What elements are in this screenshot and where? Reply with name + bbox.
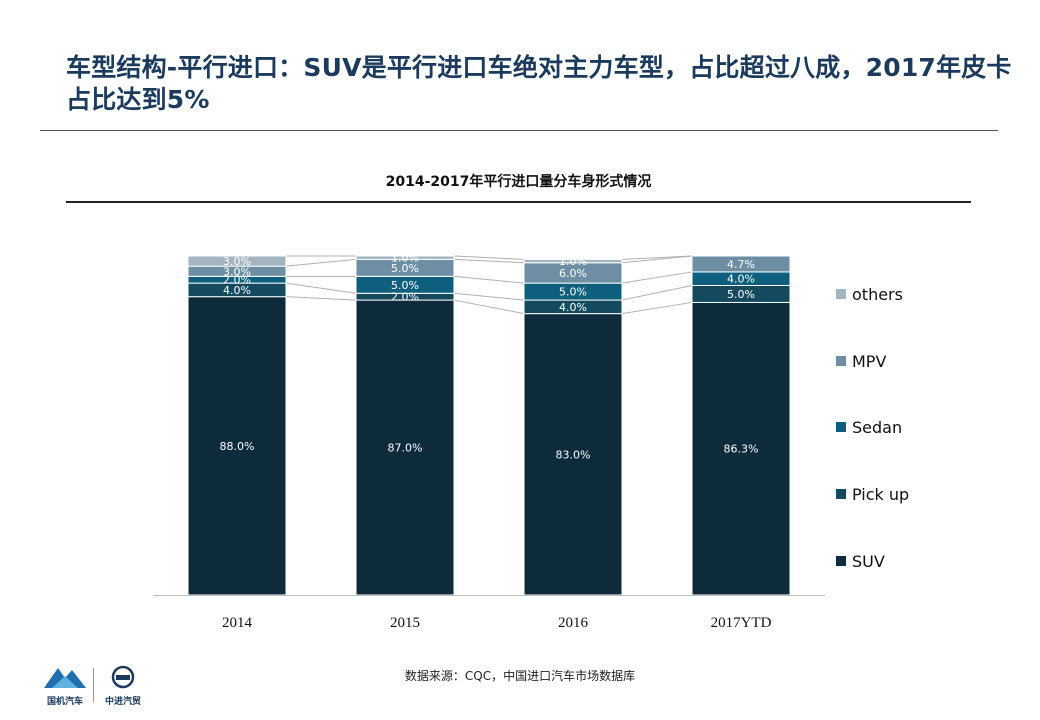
connector-line	[621, 301, 693, 315]
zhongjin-logo: 中进汽贸	[98, 664, 148, 707]
data-label: 83.0%	[556, 448, 591, 461]
data-label: 4.0%	[223, 284, 251, 297]
logo-text-guoji: 国机汽车	[46, 697, 83, 707]
connector-line	[453, 255, 525, 260]
legend-label: others	[852, 285, 903, 304]
connector-line	[285, 282, 357, 294]
legend-label: Sedan	[852, 418, 902, 437]
data-label: 1.0%	[391, 252, 419, 265]
bar-others-2014	[187, 255, 287, 267]
logo-divider	[93, 668, 94, 702]
chart-title: 2014-2017年平行进口量分车身形式情况	[385, 174, 652, 190]
connector-line	[621, 285, 693, 301]
data-label: 5.0%	[391, 262, 419, 275]
legend-swatch	[836, 556, 846, 566]
data-label: 5.0%	[727, 288, 755, 301]
data-label: 6.0%	[559, 267, 587, 280]
data-label: 3.0%	[223, 255, 251, 268]
data-source-note: 数据来源：CQC，中国进口汽车市场数据库	[404, 669, 636, 683]
bar-suv-2017YTD	[691, 301, 791, 596]
x-tick-labels: 2014 2015 2016 2017YTD	[222, 615, 772, 631]
legend: others MPV Sedan Pick up SUV	[836, 285, 909, 571]
connector-line	[621, 255, 693, 260]
data-label: 2.0%	[223, 274, 251, 287]
bar-others-2016	[523, 258, 623, 264]
data-label: 2.0%	[391, 291, 419, 304]
car-circle-icon	[111, 665, 135, 689]
chart-title-underline	[66, 201, 971, 203]
x-tick-label: 2016	[558, 615, 589, 631]
bar-segments	[187, 255, 791, 596]
x-tick-label: 2017YTD	[711, 615, 772, 631]
data-label: 1.0%	[559, 255, 587, 268]
data-label: 87.0%	[388, 442, 423, 455]
legend-swatch	[836, 422, 846, 432]
bar-suv-2014	[187, 296, 287, 596]
series-connector-lines	[285, 255, 693, 315]
x-tick-label: 2014	[222, 615, 253, 631]
bar-mpv-2017YTD	[691, 255, 791, 273]
legend-swatch	[836, 289, 846, 299]
data-label: 5.0%	[391, 279, 419, 292]
connector-line	[285, 258, 357, 267]
connector-line	[453, 292, 525, 301]
title-divider	[40, 130, 998, 131]
data-labels: 88.0%4.0%2.0%3.0%3.0%87.0%2.0%5.0%5.0%1.…	[220, 252, 759, 462]
connector-line	[453, 299, 525, 315]
data-label: 86.3%	[724, 443, 759, 456]
logo-text-zhongjin: 中进汽贸	[104, 697, 141, 707]
sinomach-auto-logo: 国机汽车	[38, 664, 92, 707]
data-label: 4.0%	[559, 301, 587, 314]
legend-swatch	[836, 489, 846, 499]
legend-swatch	[836, 356, 846, 366]
data-label: 3.0%	[223, 265, 251, 278]
legend-label: SUV	[852, 552, 885, 571]
legend-label: Pick up	[852, 485, 909, 504]
legend-label: MPV	[852, 352, 886, 371]
bar-suv-2016	[523, 313, 623, 596]
connector-line	[453, 258, 525, 264]
page-title: 车型结构-平行进口：SUV是平行进口车绝对主力车型，占比超过八成，2017年皮卡…	[66, 53, 1012, 114]
mountain-icon	[44, 668, 86, 688]
connector-line	[453, 275, 525, 284]
data-label: 88.0%	[220, 440, 255, 453]
connector-line	[621, 271, 693, 284]
connector-line	[285, 296, 357, 301]
bar-suv-2015	[355, 299, 455, 596]
data-label: 5.0%	[559, 286, 587, 299]
data-label: 4.7%	[727, 258, 755, 271]
connector-line	[621, 255, 693, 264]
x-tick-label: 2015	[390, 615, 420, 631]
bar-others-2015	[355, 255, 455, 260]
data-label: 4.0%	[727, 273, 755, 286]
